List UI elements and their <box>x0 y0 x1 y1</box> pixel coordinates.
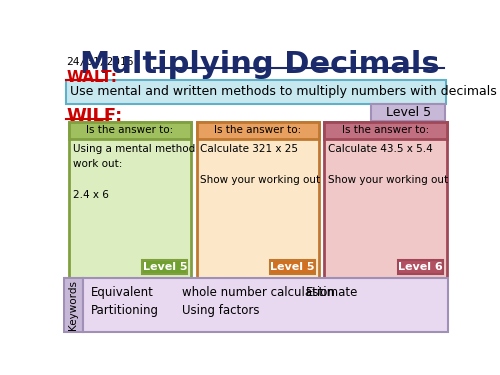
Text: Keywords: Keywords <box>68 280 78 330</box>
Text: 24/01/2016: 24/01/2016 <box>66 57 134 66</box>
Text: Using factors: Using factors <box>182 304 260 317</box>
Text: Is the answer to:: Is the answer to: <box>214 126 302 135</box>
FancyBboxPatch shape <box>324 122 447 139</box>
Text: Estimate: Estimate <box>306 286 358 298</box>
Text: Partitioning: Partitioning <box>90 304 158 317</box>
FancyBboxPatch shape <box>398 260 443 274</box>
FancyBboxPatch shape <box>68 122 191 278</box>
Text: Level 6: Level 6 <box>398 262 443 272</box>
Text: Is the answer to:: Is the answer to: <box>342 126 430 135</box>
FancyBboxPatch shape <box>270 260 315 274</box>
Text: Calculate 43.5 x 5.4

Show your working out: Calculate 43.5 x 5.4 Show your working o… <box>328 144 448 185</box>
FancyBboxPatch shape <box>142 260 188 274</box>
Text: WILF:: WILF: <box>66 107 122 125</box>
Text: Using a mental method
work out:

2.4 x 6: Using a mental method work out: 2.4 x 6 <box>72 144 195 200</box>
Text: WALT:: WALT: <box>66 70 118 86</box>
Text: Use mental and written methods to multiply numbers with decimals: Use mental and written methods to multip… <box>70 86 497 99</box>
Text: Level 5: Level 5 <box>386 106 430 119</box>
Text: Is the answer to:: Is the answer to: <box>86 126 174 135</box>
FancyBboxPatch shape <box>324 122 447 278</box>
Text: Level 5: Level 5 <box>270 262 315 272</box>
Text: whole number calculation: whole number calculation <box>182 286 334 298</box>
FancyBboxPatch shape <box>82 278 448 332</box>
FancyBboxPatch shape <box>66 80 446 104</box>
Text: Calculate 321 x 25

Show your working out: Calculate 321 x 25 Show your working out <box>200 144 320 185</box>
Text: Multiplying Decimals: Multiplying Decimals <box>80 50 440 80</box>
Text: Equivalent: Equivalent <box>90 286 154 298</box>
FancyBboxPatch shape <box>196 122 319 139</box>
FancyBboxPatch shape <box>68 122 191 139</box>
FancyBboxPatch shape <box>196 122 319 278</box>
FancyBboxPatch shape <box>64 278 82 332</box>
FancyBboxPatch shape <box>371 104 446 121</box>
Text: Level 5: Level 5 <box>142 262 187 272</box>
